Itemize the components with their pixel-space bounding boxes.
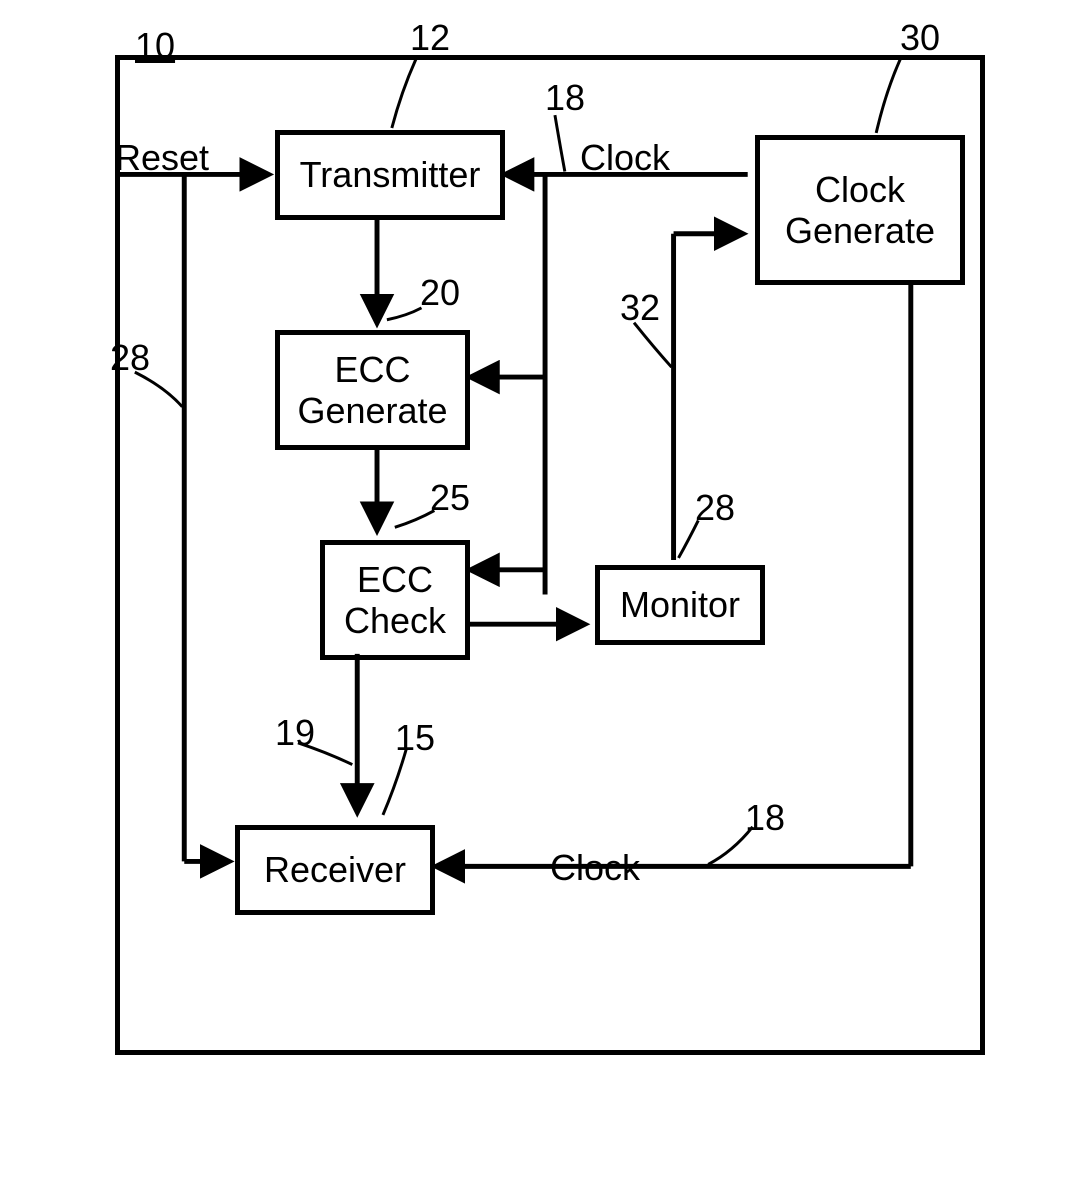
leader-12 [392,60,417,128]
reset-signal-label: Reset [115,140,209,176]
ref-19: 19 [275,715,315,751]
ecc-generate-box: ECC Generate [275,330,470,450]
leader-25 [395,511,435,528]
clock-bottom-signal-label: Clock [550,850,640,886]
transmitter-label: Transmitter [300,154,481,195]
leader-18-top [555,115,565,171]
ref-18-bottom: 18 [745,800,785,836]
ref-18-top: 18 [545,80,585,116]
ref-30: 30 [900,20,940,56]
leader-30 [876,60,901,133]
leader-32 [634,323,672,367]
ecc-check-box: ECC Check [320,540,470,660]
diagram-frame: Transmitter Clock Generate ECC Generate … [115,55,985,1055]
ecc-check-label: ECC Check [344,559,446,642]
ref-32: 32 [620,290,660,326]
receiver-box: Receiver [235,825,435,915]
ref-15: 15 [395,720,435,756]
ref-28-monitor: 28 [695,490,735,526]
ref-25: 25 [430,480,470,516]
ref-28-reset: 28 [110,340,150,376]
monitor-box: Monitor [595,565,765,645]
monitor-label: Monitor [620,584,740,625]
leader-20 [387,308,422,320]
clock-top-signal-label: Clock [580,140,670,176]
ref-12: 12 [410,20,450,56]
ecc-generate-label: ECC Generate [297,349,447,432]
clock-generate-label: Clock Generate [785,169,935,252]
receiver-label: Receiver [264,849,406,890]
clock-generate-box: Clock Generate [755,135,965,285]
ref-20: 20 [420,275,460,311]
transmitter-box: Transmitter [275,130,505,220]
